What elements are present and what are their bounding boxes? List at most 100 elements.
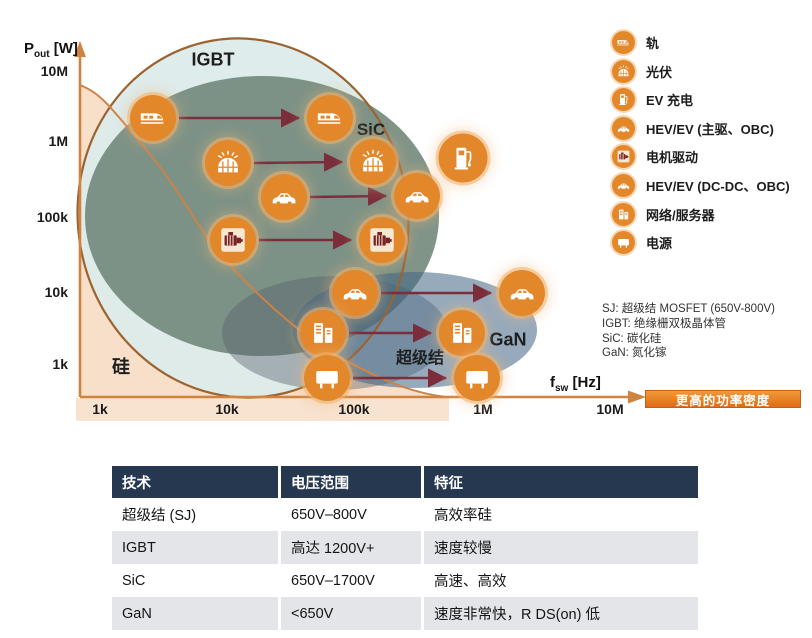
power-density-banner-label: 更高的功率密度 [675,393,771,408]
transition-arrows [179,108,493,388]
motor-icon [612,145,635,169]
table-body: 超级结 (SJ) 650V–800V 高效率硅 IGBT 高达 1200V+ 速度较慢 Si… [112,498,698,630]
rail-glyph [138,103,168,133]
table-cell: SiC [122,572,146,589]
rail-icon [130,95,176,141]
rail-icon [612,31,635,54]
table-header-row: 技术 电压范围 特征 [112,466,698,498]
table-cell: IGBT [112,531,278,564]
legend-item: HEV/EV (DC-DC、OBC) [612,173,790,197]
legend-item: 轨 [612,31,790,54]
y-tick-label: 10M [40,63,68,79]
legend-item-label: 网络/服务器 [646,207,715,223]
abbreviation-definitions: SJ: 超级结 MOSFET (650V-800V) IGBT: 绝缘栅双极晶体管… [602,302,775,361]
table-cell: 速度非常快，R DS(on) 低 [424,597,698,630]
power-icon [454,355,500,401]
x-tick-label: 1k [92,401,108,417]
table-row: GaN <650V 速度非常快，R DS(on) 低 [112,597,698,630]
silicon-axis-band [76,398,449,421]
legend-item-label: 轨 [646,36,660,51]
car-icon [261,174,307,220]
pv-glyph [213,148,243,178]
power-glyph [462,363,492,393]
legend-item: 光伏 [612,59,790,83]
y-tick-label: 10k [44,284,68,300]
table-row: IGBT 高达 1200V+ 速度较慢 [112,531,698,564]
legend-item-label: HEV/EV (DC-DC、OBC) [646,178,790,194]
motor-glyph [616,149,631,164]
server-icon [439,310,485,356]
server-icon [612,202,635,226]
table-header-cell: 特征 [424,466,698,498]
legend: 轨光伏 EV 充电 HEV/EV (主驱、OBC) 电机驱动 HEV/EV (DC-DC… [612,31,790,255]
ev-glyph [448,143,478,173]
ev-glyph [616,92,631,107]
motor-glyph [367,225,397,255]
pv-icon [612,59,635,83]
ev-icon [438,133,488,183]
car-icon [394,173,440,219]
x-tick-label: 1M [473,401,493,417]
x-axis-arrowhead [628,390,646,404]
region-label-sic: SiC [356,120,386,139]
server-glyph [616,207,631,222]
server-icon [300,310,346,356]
motor-glyph [218,225,248,255]
x-tick-label: 100k [338,401,370,417]
power-glyph [616,235,631,250]
pv-glyph [616,64,631,79]
table-row: 超级结 (SJ) 650V–800V 高效率硅 [112,498,698,531]
power-icon [612,231,635,255]
table-header-cell: 技术 [112,466,278,498]
car-icon [612,116,635,140]
legend-item-label: 电源 [646,236,673,252]
definition-line: IGBT: 绝缘栅双极晶体管 [602,317,726,330]
ev-icon [612,88,635,112]
table-cell: <650V [281,597,421,630]
definition-line: SiC: 碳化硅 [602,332,662,345]
rail-glyph [616,35,631,50]
y-axis-label: Pout [W] [24,40,78,60]
car-icon [332,270,378,316]
legend-item: HEV/EV (主驱、OBC) [612,116,790,140]
rail-icon [307,95,353,141]
legend-item-label: EV 充电 [646,93,693,109]
legend-item-label: HEV/EV (主驱、OBC) [646,121,774,137]
legend-item: 网络/服务器 [612,202,790,226]
legend-item: EV 充电 [612,88,790,112]
definition-line: SJ: 超级结 MOSFET (650V-800V) [602,303,775,315]
region-label-sj: 超级结 [395,350,445,367]
power-icon [304,355,350,401]
table-cell: 650V–800V [291,506,367,523]
car-glyph [340,278,370,308]
table-cell: 高效率硅 [434,508,492,524]
x-axis-label: fsw [Hz] [550,374,601,394]
power-density-banner: 更高的功率密度 [645,390,801,408]
region-label-igbt: IGBT [191,49,235,70]
table-row: SiC 650V–1700V 高速、高效 [112,564,698,597]
table-cell: 高达 1200V+ [281,531,421,564]
table-cell: 高速、高效 [434,574,507,590]
car-icon [499,270,545,316]
y-tick-label: 100k [36,209,68,225]
car-glyph [269,182,299,212]
y-tick-label: 1M [48,133,68,149]
region-label-si: 硅 [112,357,130,377]
legend-item: 电源 [612,231,790,255]
motor-icon [210,217,256,263]
transition-arrow [253,152,344,172]
motor-icon [359,217,405,263]
definition-line: GaN: 氮化镓 [602,347,667,360]
table-cell: 超级结 (SJ) [122,508,197,524]
transition-arrow [309,186,388,206]
region-label-gan: GaN [489,329,527,350]
car-icon [612,173,635,197]
table-cell: 650V–1700V [291,572,375,589]
technology-table: 技术 电压范围 特征 超级结 (SJ) 650V–800V 高效率硅 IGBT 高达 120… [112,466,698,630]
power-glyph [312,363,342,393]
car-glyph [402,181,432,211]
car-glyph [616,121,631,136]
server-glyph [447,318,477,348]
y-axis-arrowhead [74,41,86,57]
